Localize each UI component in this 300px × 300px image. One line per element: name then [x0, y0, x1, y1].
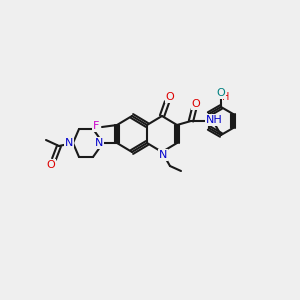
- Text: H: H: [222, 92, 230, 102]
- Text: O: O: [217, 88, 225, 98]
- Text: O: O: [166, 92, 174, 102]
- Text: O: O: [46, 160, 56, 170]
- Text: N: N: [159, 150, 167, 160]
- Text: N: N: [65, 138, 73, 148]
- Text: N: N: [95, 138, 103, 148]
- Text: F: F: [93, 121, 99, 131]
- Text: NH: NH: [206, 115, 223, 125]
- Text: O: O: [192, 99, 200, 109]
